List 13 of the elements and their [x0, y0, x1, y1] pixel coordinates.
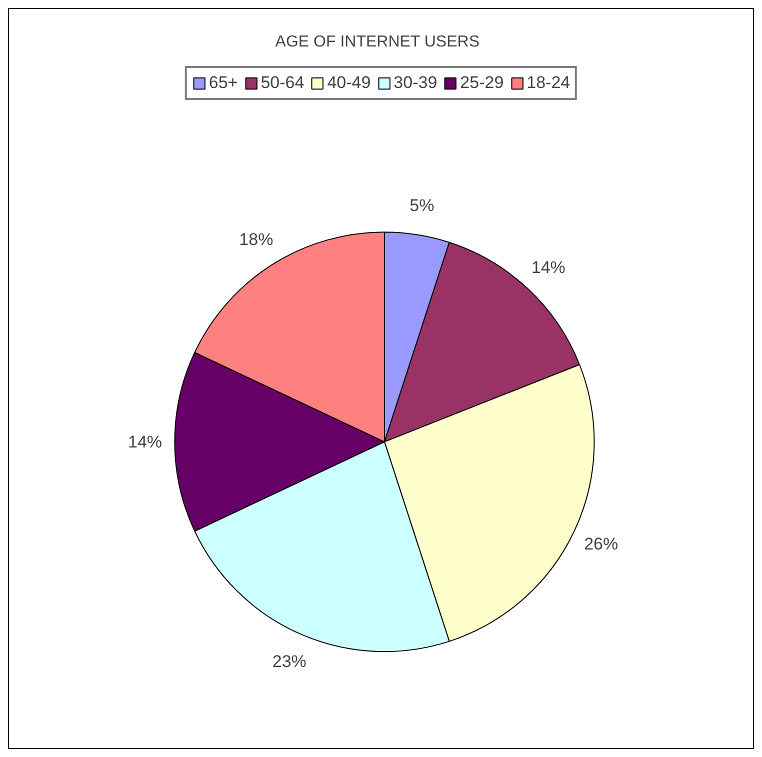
legend-label: 50-64 — [260, 73, 304, 93]
data-label: 23% — [272, 652, 306, 672]
data-label: 5% — [410, 196, 434, 215]
legend-label: 65+ — [208, 73, 238, 93]
chart-title: AGE OF INTERNET USERS — [275, 34, 480, 51]
legend-label: 25-29 — [460, 73, 504, 93]
legend-label: 30-39 — [394, 73, 438, 93]
data-label: 26% — [584, 534, 618, 554]
data-label: 14% — [128, 432, 162, 452]
data-label: 14% — [531, 258, 566, 277]
data-label: 18% — [239, 230, 274, 250]
legend-label: 18-24 — [526, 73, 570, 93]
legend-label: 40-49 — [327, 73, 371, 93]
